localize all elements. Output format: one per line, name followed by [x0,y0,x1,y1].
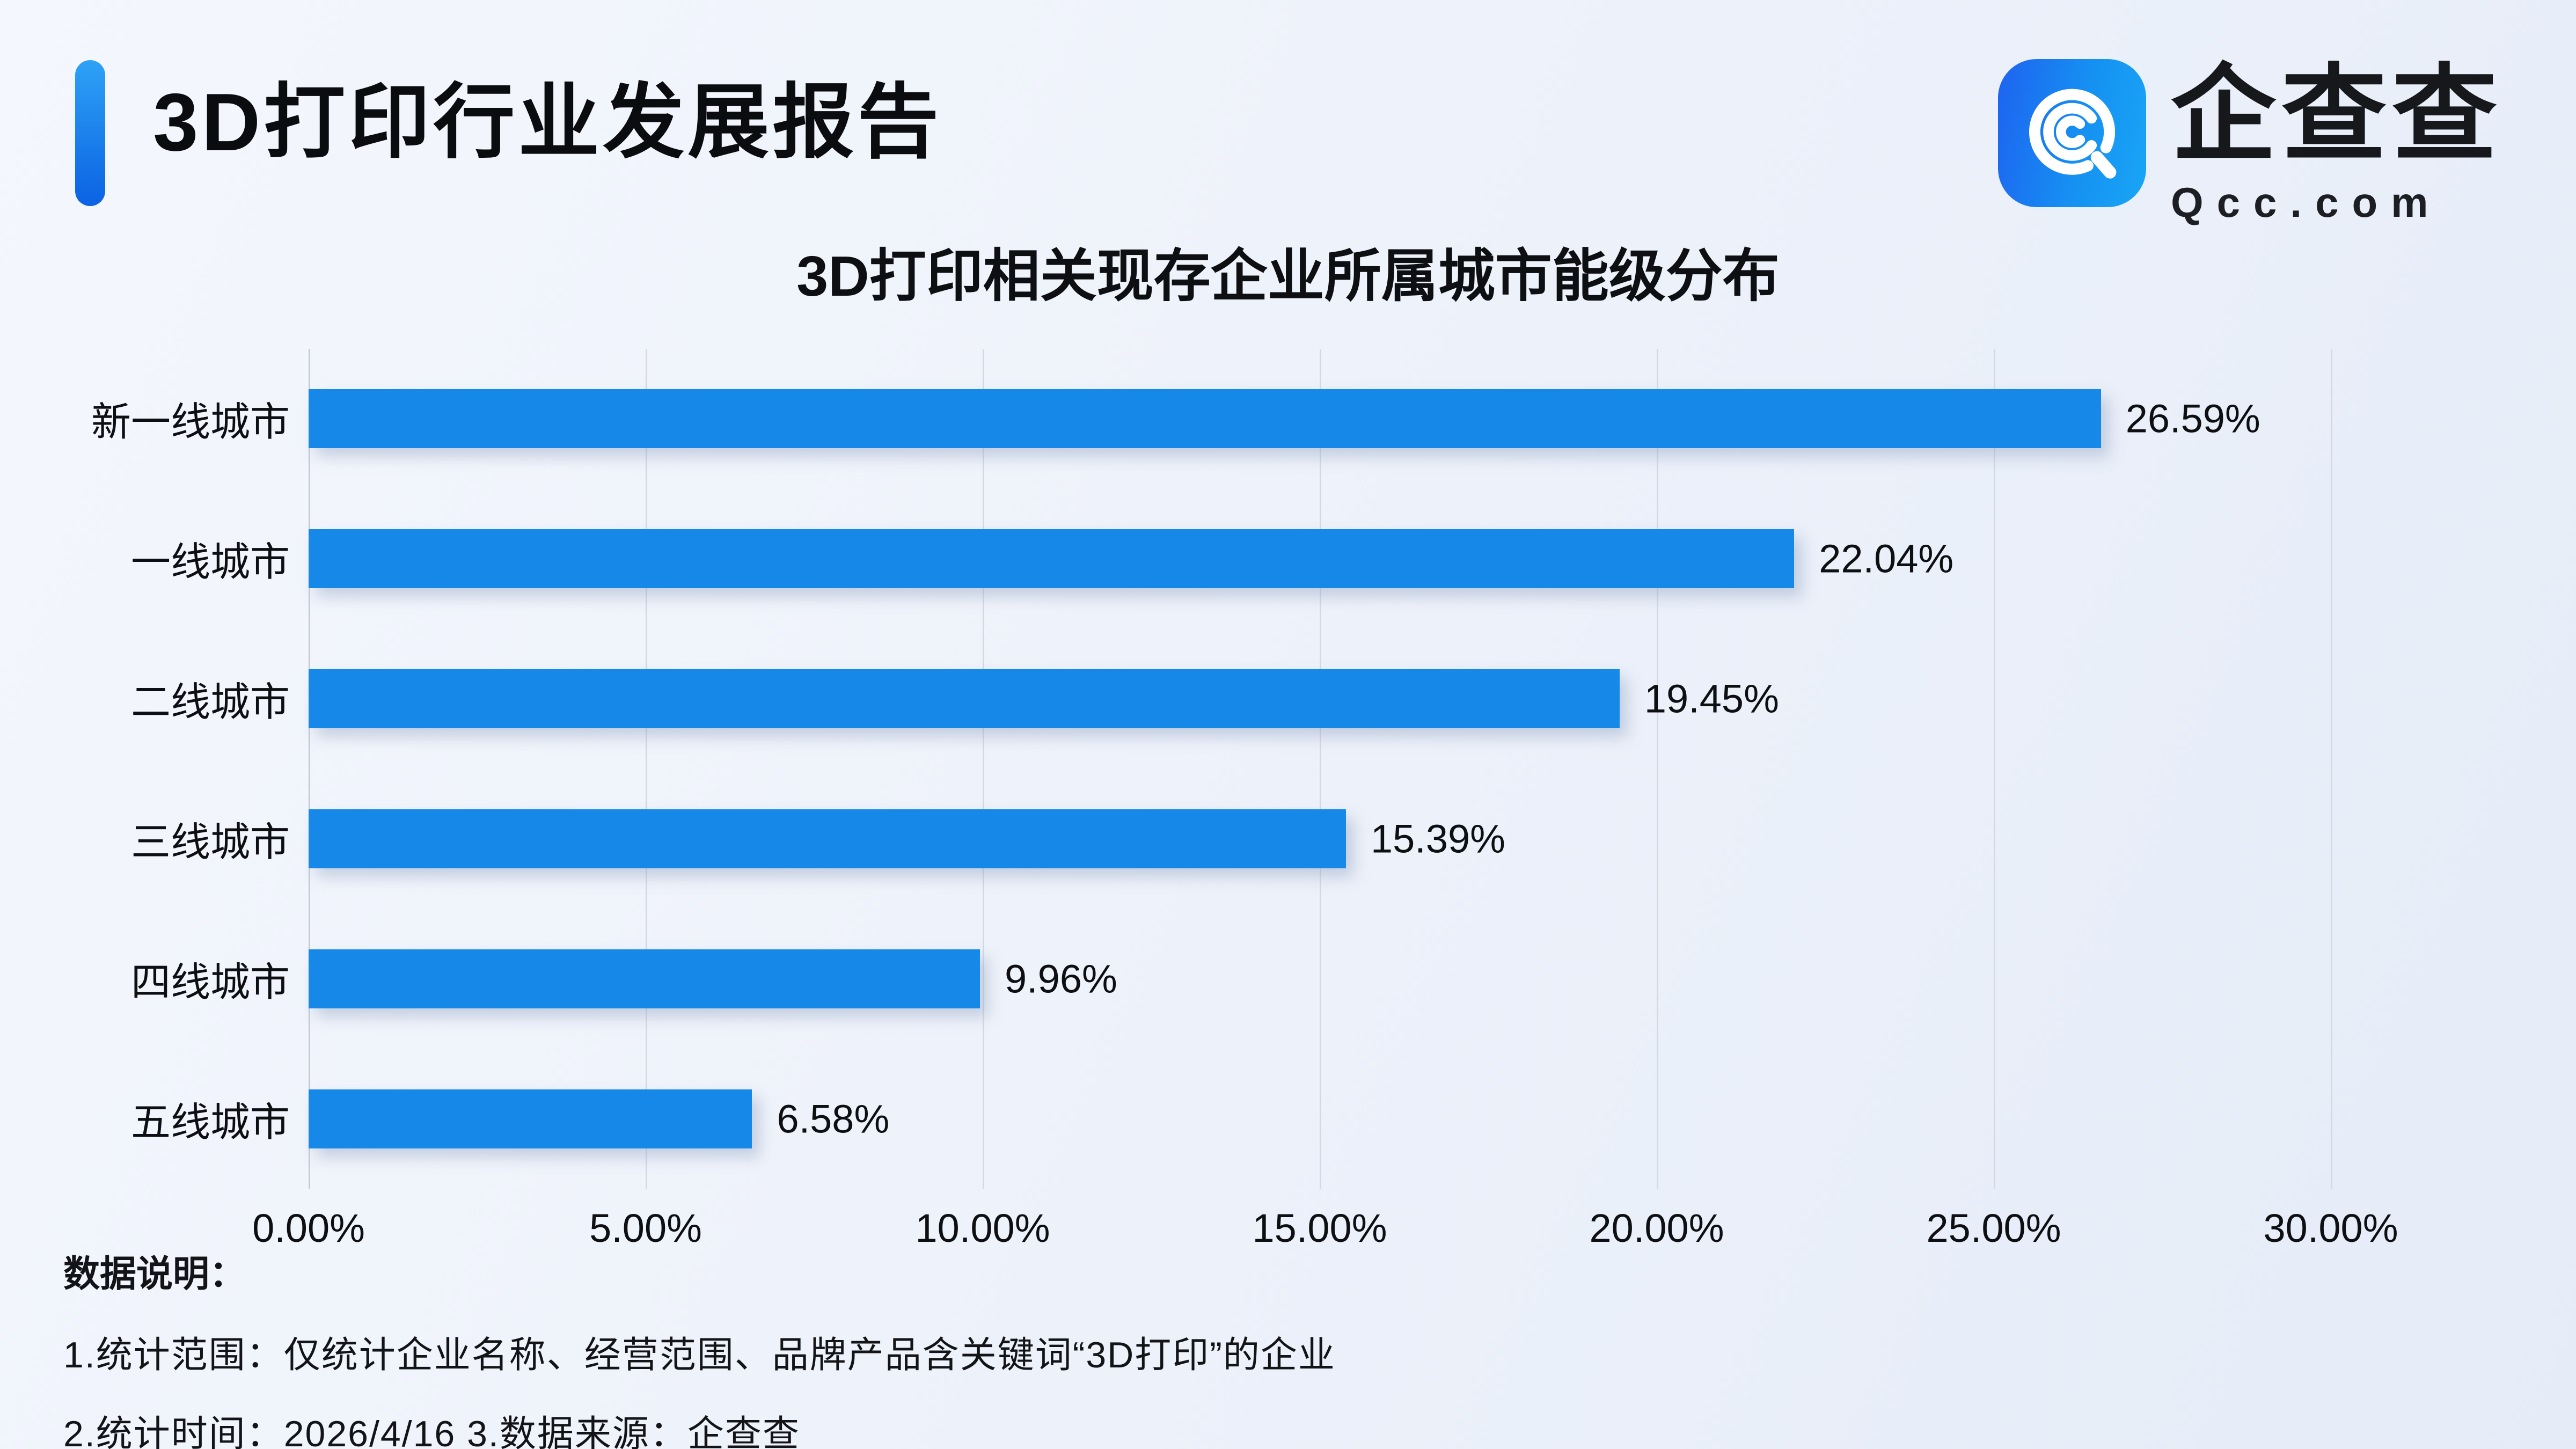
bar-row: 四线城市 9.96% [131,909,2522,1049]
category-label: 一线城市 [131,539,290,584]
gridline [983,349,984,1189]
bar [309,529,1795,589]
bar-value-label: 6.58% [777,1096,890,1141]
bar-row: 新一线城市 26.59% [91,349,2522,489]
bar-value-label: 22.04% [1819,536,1954,581]
qcc-logo: 企查查 Qcc.com [1998,59,2502,227]
bar-row: 五线城市 6.58% [131,1049,2522,1189]
bar-value-label: 15.39% [1370,816,1505,861]
x-tick-label: 0.00% [252,1206,365,1250]
brand-name-en: Qcc.com [2171,178,2442,226]
x-tick-label: 20.00% [1589,1206,1724,1250]
plot-area: 0.00% 5.00% 10.00% 15.00% 20.00% 25.00% 30.00%… [91,349,2522,1250]
brand-name-cn: 企查查 [2171,56,2503,173]
category-label: 二线城市 [131,679,290,724]
bar [309,669,1620,729]
x-tick-label: 15.00% [1252,1206,1387,1250]
bar [309,949,980,1008]
gridline [1994,349,1995,1189]
data-notes: 数据说明： 1.统计范围：仅统计企业名称、经营范围、品牌产品含关键词“3D打印”… [63,1244,1336,1449]
bar-value-label: 26.59% [2125,396,2260,441]
category-label: 四线城市 [131,960,290,1005]
bar-row: 二线城市 19.45% [131,629,2522,769]
notes-line-2: 2.统计时间：2026/4/16 3.数据来源：企查查 [63,1414,800,1449]
bar-row: 一线城市 22.04% [131,489,2522,629]
x-tick-label: 30.00% [2263,1206,2398,1250]
x-tick-label: 5.00% [589,1206,702,1250]
x-tick-label: 10.00% [915,1206,1050,1250]
x-tick-label: 25.00% [1926,1206,2061,1250]
notes-line-1: 1.统计范围：仅统计企业名称、经营范围、品牌产品含关键词“3D打印”的企业 [63,1335,1336,1375]
bar [309,809,1346,868]
bar-value-label: 9.96% [1004,956,1117,1001]
bar-row: 三线城市 15.39% [131,769,2522,909]
gridline [2331,349,2332,1189]
bar [309,1089,752,1148]
page-title: 3D打印行业发展报告 [153,77,942,168]
category-label: 新一线城市 [91,399,290,444]
qcc-spiral-icon [1998,59,2146,207]
gridline [1657,349,1658,1189]
chart-title: 3D打印相关现存企业所属城市能级分布 [796,245,1780,308]
title-accent-bar [75,60,105,206]
bar [309,389,2101,449]
qcc-wordmark: 企查查 Qcc.com [2171,59,2502,227]
gridline [646,349,647,1189]
bar-value-label: 19.45% [1644,676,1779,721]
category-label: 三线城市 [131,819,290,865]
category-label: 五线城市 [131,1100,290,1145]
y-axis-line [309,349,310,1189]
gridline [1320,349,1321,1189]
notes-heading: 数据说明： [63,1254,246,1294]
